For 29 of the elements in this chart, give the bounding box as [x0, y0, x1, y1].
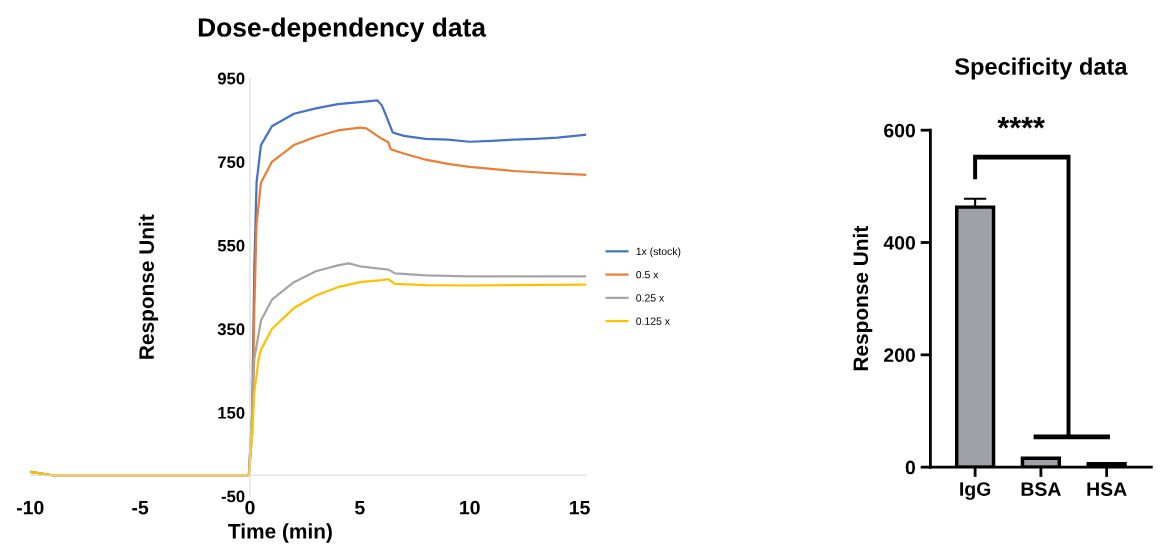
text: **** — [997, 117, 1045, 129]
x-tick-label: BSA — [1021, 482, 1061, 496]
legend-label: 0.25 x — [636, 294, 665, 302]
x-tick-label: -10 — [16, 500, 44, 515]
y-tick-label: 750 — [218, 156, 245, 169]
y-tick-label: -50 — [221, 490, 245, 503]
x-tick-label: 10 — [460, 500, 480, 515]
x-tick-label: 15 — [569, 500, 590, 515]
y-tick-label: 200 — [884, 348, 916, 363]
y-tick-label: 600 — [884, 123, 916, 138]
y-tick-label: 0 — [905, 460, 916, 475]
x-axis-title: Time (min) — [228, 523, 332, 543]
legend-label: 0.5 x — [636, 270, 659, 279]
y-tick-label: 400 — [883, 235, 916, 250]
y-axis-title: Response Unit — [138, 214, 159, 359]
x-tick-label: 5 — [355, 500, 365, 515]
x-tick-label: 0 — [245, 500, 255, 515]
y-tick-label: 550 — [217, 239, 245, 252]
legend-label: 0.125 x — [636, 317, 670, 325]
x-tick-label: IgG — [960, 482, 991, 500]
x-tick-label: -5 — [132, 500, 149, 515]
legend-label: 1x (stock) — [636, 247, 681, 258]
y-axis-title: Response Unit — [852, 225, 873, 371]
y-tick-label: 950 — [217, 72, 245, 85]
chart-title: Specificity data — [954, 57, 1128, 80]
chart-title: Dose-dependency data — [198, 17, 487, 43]
y-tick-label: 350 — [217, 323, 245, 336]
x-tick-label: HSA — [1087, 482, 1127, 496]
y-tick-label: 150 — [218, 406, 245, 419]
